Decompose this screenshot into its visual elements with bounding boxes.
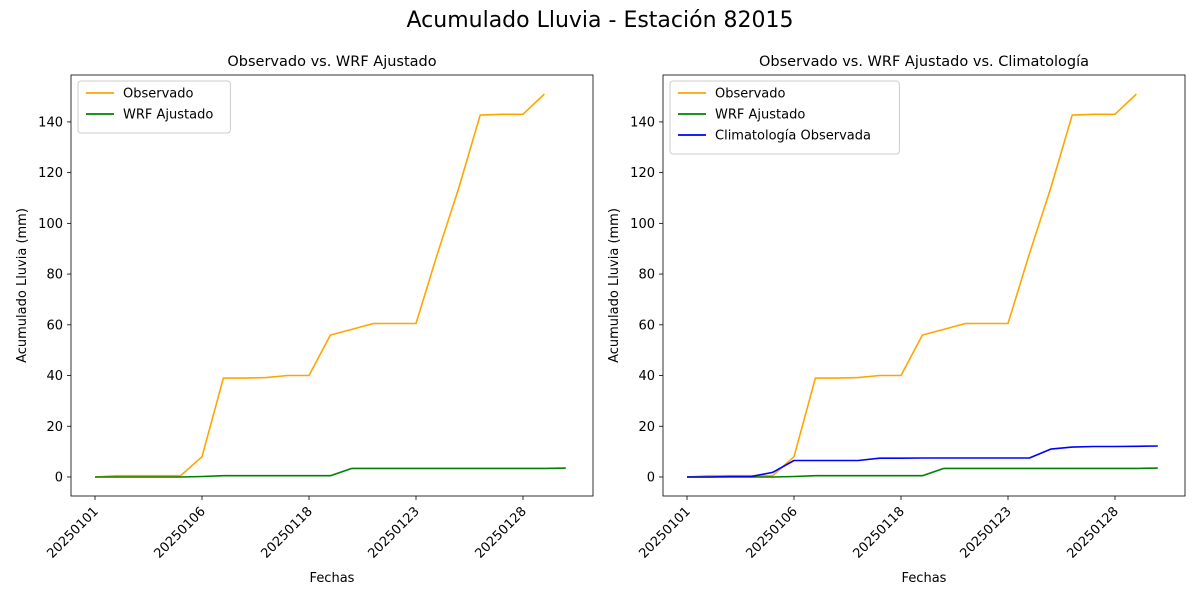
chart-panel-2: Observado vs. WRF Ajustado vs. Climatolo… xyxy=(607,54,1186,586)
x-tick-label: 20250106 xyxy=(743,504,800,561)
x-axis-label: Fechas xyxy=(902,571,947,586)
y-tick-label: 0 xyxy=(55,470,63,485)
series-line xyxy=(687,467,1158,478)
legend: Observado WRF Ajustado xyxy=(77,80,231,134)
chart-title: Observado vs. WRF Ajustado vs. Climatolo… xyxy=(759,54,1089,70)
y-axis-label: Acumulado Lluvia (mm) xyxy=(607,208,622,363)
y-tick-label: 140 xyxy=(38,115,63,130)
legend-label: WRF Ajustado xyxy=(123,108,213,123)
x-tick-label: 20250118 xyxy=(850,504,907,561)
legend-label: Observado xyxy=(715,87,786,102)
x-tick-label: 20250123 xyxy=(957,504,1014,561)
y-tick-label: 100 xyxy=(630,217,655,232)
y-tick-label: 20 xyxy=(638,420,655,435)
x-tick-label: 20250101 xyxy=(636,504,693,561)
y-tick-label: 120 xyxy=(38,166,63,181)
y-tick-label: 100 xyxy=(38,217,63,232)
axes-frame xyxy=(662,74,1186,497)
legend-label: Climatología Observada xyxy=(715,129,871,144)
y-tick-label: 120 xyxy=(630,166,655,181)
series-line xyxy=(687,445,1158,478)
y-tick-label: 60 xyxy=(638,318,655,333)
x-tick-label: 20250101 xyxy=(44,504,101,561)
chart-title: Observado vs. WRF Ajustado xyxy=(227,54,436,70)
x-tick-label: 20250118 xyxy=(258,504,315,561)
y-tick-label: 140 xyxy=(630,115,655,130)
x-tick-label: 20250128 xyxy=(1064,504,1121,561)
y-tick-label: 20 xyxy=(46,420,63,435)
y-tick-label: 40 xyxy=(638,369,655,384)
y-axis-label: Acumulado Lluvia (mm) xyxy=(15,208,30,363)
legend-box xyxy=(669,80,900,155)
axes-frame xyxy=(70,74,594,497)
y-tick-label: 0 xyxy=(647,470,655,485)
y-tick-label: 60 xyxy=(46,318,63,333)
legend-label: Observado xyxy=(123,87,194,102)
series-line xyxy=(686,93,1137,478)
y-tick-label: 80 xyxy=(46,268,63,283)
x-tick-label: 20250123 xyxy=(365,504,422,561)
x-tick-label: 20250128 xyxy=(472,504,529,561)
legend-box xyxy=(77,80,231,134)
x-tick-label: 20250106 xyxy=(151,504,208,561)
y-tick-label: 40 xyxy=(46,369,63,384)
y-tick-label: 80 xyxy=(638,268,655,283)
series-line xyxy=(94,93,545,478)
legend-label: WRF Ajustado xyxy=(715,108,805,123)
chart-panel-1: Observado vs. WRF Ajustado 0 20 40 60 80 100 12… xyxy=(15,54,594,586)
figure-title: Acumulado Lluvia - Estación 82015 xyxy=(406,8,794,33)
series-line xyxy=(95,467,566,478)
x-axis-label: Fechas xyxy=(310,571,355,586)
legend: Observado WRF Ajustado Climatología Observ… xyxy=(669,80,900,155)
